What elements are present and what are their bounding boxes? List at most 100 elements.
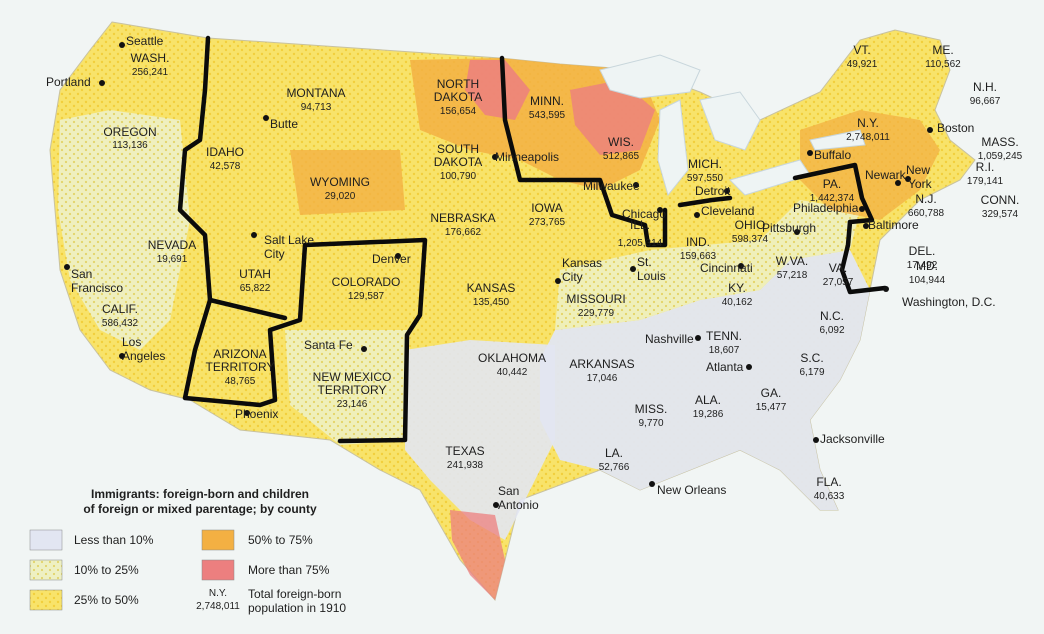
state-population: 6,092 [819,325,844,336]
wisconsin-red [570,80,655,155]
state-name: ALA. [695,393,721,407]
state-name: SOUTH [437,142,479,156]
legend: Immigrants: foreign-born and children of… [29,487,346,615]
state-population: 159,663 [680,251,717,262]
city-label: Francisco [71,281,123,295]
city-label: Portland [46,75,91,89]
legend-title-line2: of foreign or mixed parentage; by county [83,502,317,516]
city-dot [905,176,911,182]
border-michigan [677,195,733,208]
city-dot [251,232,257,238]
state-population: 19,286 [693,409,724,420]
state-population: 660,788 [908,208,945,219]
city-dot [863,223,869,229]
border-mountain-west [177,35,428,444]
city-dot [657,207,663,213]
state-population: 19,691 [157,254,188,265]
border-virginia [839,219,888,295]
state-name: TERRITORY [318,383,387,397]
state-name: ARKANSAS [569,357,634,371]
state-population: 156,654 [440,106,477,117]
border-minnesota [499,55,668,248]
mountain-region [285,330,410,445]
state-population: 17,046 [587,373,618,384]
legend-swatch-25-50 [29,589,63,611]
city-label: Cleveland [701,204,754,218]
state-name: ILL. [630,218,650,232]
city-dot [630,266,636,272]
interior-west-region [58,110,190,350]
state-population: 57,218 [777,270,808,281]
state-population: 42,578 [210,161,241,172]
city-label: Phoenix [235,407,278,421]
state-population: 49,921 [847,59,878,70]
city-label: City [264,247,285,261]
city-label: New Orleans [657,483,726,497]
legend-example-desc1: Total foreign-born [248,587,341,601]
legend-label: 25% to 50% [74,593,139,607]
city-label: Milwaukee [583,179,640,193]
state-name: OKLAHOMA [478,351,546,365]
city-label: Angeles [122,349,165,363]
state-population: 512,865 [603,151,640,162]
state-population: 229,779 [578,308,615,319]
state-name: NEBRASKA [430,211,495,225]
state-population: 543,595 [529,110,566,121]
city-markers: Seattle Portland Butte Salt Lake City De… [46,34,996,512]
state-name: CALIF. [102,302,138,316]
state-population: 176,662 [445,227,482,238]
city-dot [361,346,367,352]
annotation-borders [177,35,888,444]
southeast-region [540,250,870,510]
city-label: Buffalo [814,148,851,162]
legend-title-line1: Immigrants: foreign-born and children [91,487,309,501]
state-name: GA. [761,386,782,400]
state-name: NEVADA [148,238,196,252]
legend-swatch-50-75 [201,529,235,551]
state-name: MISS. [635,402,668,416]
city-label: Salt Lake [264,233,314,247]
state-name: N.Y. [857,116,879,130]
state-population: 129,587 [348,291,385,302]
city-label: Louis [637,269,666,283]
city-dot [244,410,250,416]
state-name: WASH. [131,51,170,65]
state-name: WYOMING [310,175,370,189]
city-label: Seattle [126,34,164,48]
wyoming-orange [290,150,405,215]
state-population: 256,241 [132,67,169,78]
state-name: IOWA [531,201,563,215]
minnesota-red [465,60,530,120]
state-name: TEXAS [445,444,484,458]
city-dot [633,182,639,188]
state-population: 40,633 [814,491,845,502]
state-population: 23,146 [337,399,368,410]
city-dot [883,286,889,292]
city-dot [807,150,813,156]
state-name: PA. [823,177,841,191]
city-label: Boston [937,121,974,135]
state-name: KANSAS [467,281,516,295]
state-population: 1,059,245 [978,151,1023,162]
state-name: W.VA. [776,254,808,268]
city-dot [119,42,125,48]
city-label: Kansas [562,256,602,270]
city-label: New [906,163,930,177]
state-name: OREGON [103,125,156,139]
city-label: City [562,270,583,284]
city-dot [492,154,498,160]
city-dot [724,188,730,194]
legend-example-value: 2,748,011 [196,601,240,612]
state-name: NEW MEXICO [313,370,392,384]
legend-label: More than 75% [248,563,330,577]
state-name: MINN. [530,94,564,108]
state-name: WIS. [608,135,634,149]
city-label: Washington, D.C. [902,295,996,309]
state-name: N.C. [820,309,844,323]
state-name: ME. [932,43,953,57]
state-name: KY. [728,281,746,295]
state-population: 65,822 [240,283,271,294]
state-population: 94,713 [301,102,332,113]
